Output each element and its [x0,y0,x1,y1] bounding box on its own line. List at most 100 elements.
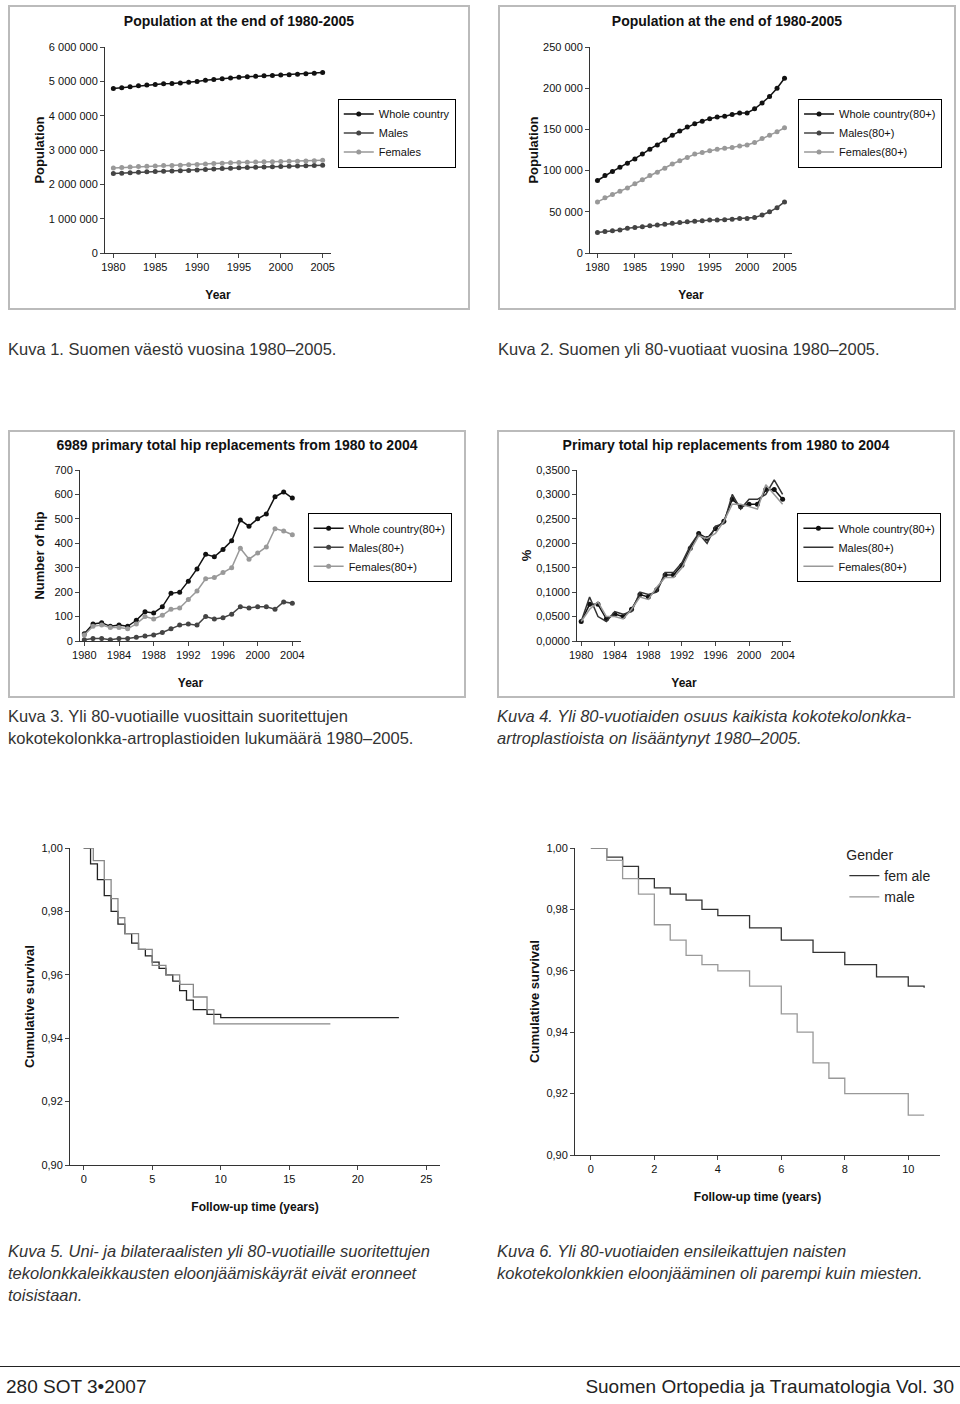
svg-text:50 000: 50 000 [549,206,583,218]
svg-text:Males(80+): Males(80+) [349,542,404,554]
svg-text:Males(80+): Males(80+) [839,127,894,139]
svg-text:0,0500: 0,0500 [536,610,570,622]
svg-text:0: 0 [588,1163,594,1175]
svg-text:5: 5 [149,1173,155,1185]
svg-text:1 000 000: 1 000 000 [49,213,98,225]
svg-text:4: 4 [715,1163,721,1175]
svg-text:5 000 000: 5 000 000 [49,75,98,87]
svg-text:2004: 2004 [280,649,304,661]
svg-text:0: 0 [577,247,583,259]
svg-text:6: 6 [778,1163,784,1175]
svg-text:0,2000: 0,2000 [536,537,570,549]
svg-text:1992: 1992 [670,649,694,661]
svg-text:Gender: Gender [846,847,893,863]
svg-text:1988: 1988 [636,649,660,661]
svg-text:15: 15 [283,1173,295,1185]
svg-text:Follow-up time (years): Follow-up time (years) [694,1190,821,1204]
svg-text:2005: 2005 [772,261,796,273]
svg-text:6989 primary total hip replace: 6989 primary total hip replacements from… [56,437,417,453]
svg-text:0,98: 0,98 [41,905,62,917]
svg-text:0,98: 0,98 [546,903,567,915]
svg-text:3 000 000: 3 000 000 [49,144,98,156]
svg-text:2000: 2000 [735,261,759,273]
svg-text:600: 600 [54,488,72,500]
svg-text:0,94: 0,94 [41,1032,62,1044]
svg-text:0,0000: 0,0000 [536,635,570,647]
svg-text:Whole country: Whole country [379,108,450,120]
svg-text:Population: Population [32,116,47,183]
svg-text:25: 25 [420,1173,432,1185]
svg-text:0,1500: 0,1500 [536,562,570,574]
svg-text:1985: 1985 [143,261,167,273]
svg-text:Females(80+): Females(80+) [349,561,417,573]
svg-text:Whole country(80+): Whole country(80+) [839,108,935,120]
svg-text:200: 200 [54,586,72,598]
svg-text:1980: 1980 [101,261,125,273]
svg-text:Primary total hip replacements: Primary total hip replacements from 1980… [563,437,890,453]
svg-text:0,1000: 0,1000 [536,586,570,598]
svg-text:200 000: 200 000 [543,82,583,94]
svg-text:0,90: 0,90 [41,1159,62,1171]
svg-text:1980: 1980 [585,261,609,273]
svg-text:1988: 1988 [141,649,165,661]
svg-text:2 000 000: 2 000 000 [49,178,98,190]
svg-text:2000: 2000 [269,261,293,273]
svg-text:Females(80+): Females(80+) [839,146,907,158]
svg-text:fem ale: fem ale [884,868,930,884]
svg-text:Year: Year [178,676,204,690]
svg-text:Year: Year [678,288,704,302]
svg-text:400: 400 [54,537,72,549]
svg-text:6 000 000: 6 000 000 [49,41,98,53]
svg-text:0,96: 0,96 [41,969,62,981]
svg-text:%: % [519,549,534,561]
svg-text:Males: Males [379,127,409,139]
svg-text:2000: 2000 [737,649,761,661]
svg-text:2005: 2005 [310,261,334,273]
svg-text:Year: Year [205,288,231,302]
svg-text:Males(80+): Males(80+) [838,542,893,554]
svg-text:Females(80+): Females(80+) [838,561,906,573]
svg-text:500: 500 [54,513,72,525]
svg-text:0: 0 [81,1173,87,1185]
svg-text:250 000: 250 000 [543,41,583,53]
svg-text:1985: 1985 [623,261,647,273]
svg-text:2004: 2004 [770,649,794,661]
svg-text:0,92: 0,92 [41,1095,62,1107]
svg-text:Population at the end of 1980-: Population at the end of 1980-2005 [612,13,842,29]
svg-text:8: 8 [842,1163,848,1175]
svg-text:1996: 1996 [211,649,235,661]
svg-text:1980: 1980 [569,649,593,661]
svg-text:Population at the end of 1980-: Population at the end of 1980-2005 [124,13,354,29]
svg-text:1990: 1990 [660,261,684,273]
svg-text:150 000: 150 000 [543,123,583,135]
svg-text:100 000: 100 000 [543,164,583,176]
svg-text:0,92: 0,92 [546,1087,567,1099]
svg-text:0,96: 0,96 [546,965,567,977]
svg-text:1995: 1995 [697,261,721,273]
svg-text:Year: Year [671,676,697,690]
svg-text:2000: 2000 [245,649,269,661]
svg-text:Cumulative survival: Cumulative survival [22,945,37,1068]
svg-text:0,3500: 0,3500 [536,464,570,476]
svg-text:10: 10 [215,1173,227,1185]
svg-text:1984: 1984 [603,649,627,661]
svg-text:20: 20 [352,1173,364,1185]
svg-text:Whole country(80+): Whole country(80+) [838,523,934,535]
svg-text:0,3000: 0,3000 [536,488,570,500]
svg-text:male: male [884,889,915,905]
svg-text:10: 10 [902,1163,914,1175]
svg-text:1995: 1995 [227,261,251,273]
svg-text:1980: 1980 [72,649,96,661]
svg-text:1984: 1984 [107,649,131,661]
svg-text:0,94: 0,94 [546,1026,567,1038]
svg-text:Cumulative survival: Cumulative survival [527,940,542,1063]
svg-text:1996: 1996 [703,649,727,661]
svg-text:Population: Population [526,116,541,183]
svg-text:300: 300 [54,562,72,574]
svg-text:Number of hip: Number of hip [32,511,47,599]
svg-text:0: 0 [92,247,98,259]
svg-text:Follow-up time (years): Follow-up time (years) [191,1200,318,1214]
svg-text:4 000 000: 4 000 000 [49,110,98,122]
svg-text:Whole country(80+): Whole country(80+) [349,523,445,535]
svg-text:2: 2 [651,1163,657,1175]
